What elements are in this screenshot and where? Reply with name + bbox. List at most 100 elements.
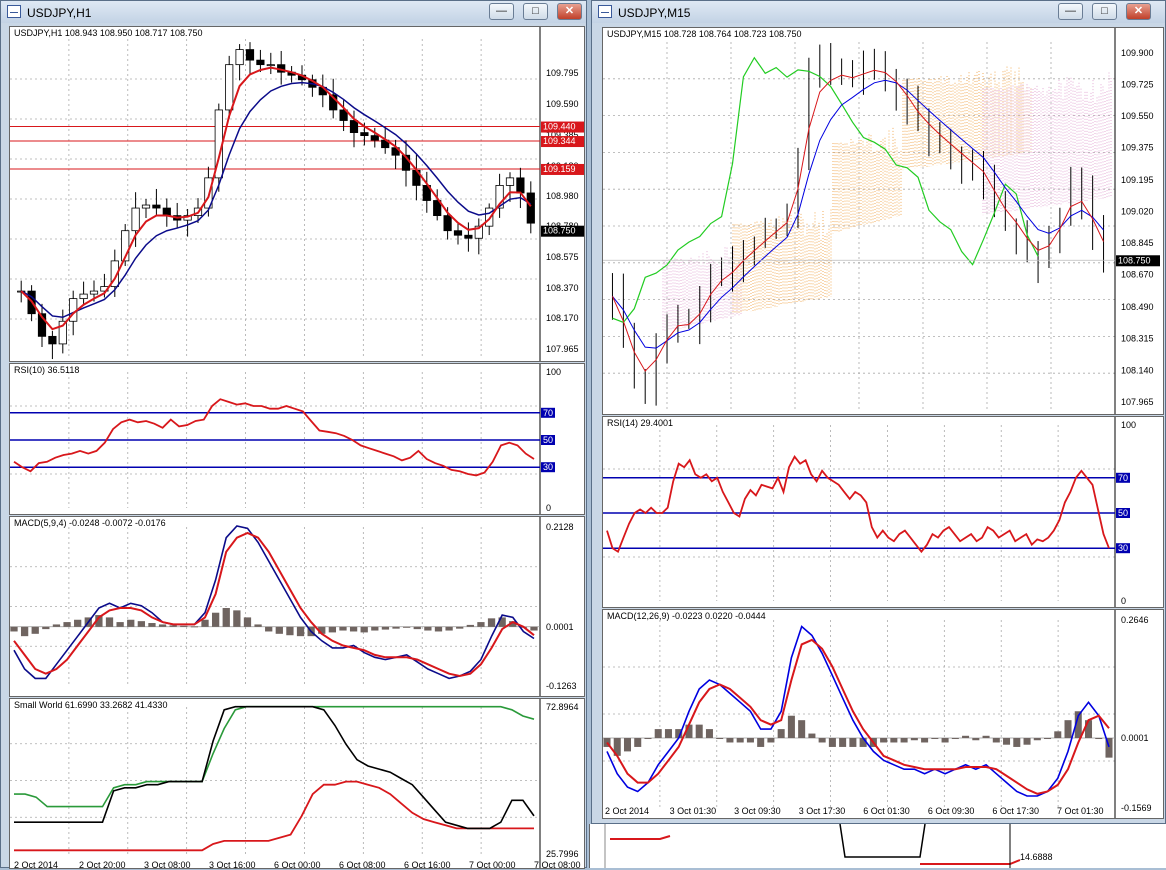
rsi-axis-top: 100 [546,367,561,377]
price-axis-label: 107.965 [546,344,579,354]
time-axis-label: 6 Oct 00:00 [274,860,321,869]
macd-histogram-bar [859,738,867,747]
h1-chart-window[interactable]: USDJPY,H1 — □ ✕ 109.795109.590109.385109… [0,0,587,869]
time-axis-label: 3 Oct 01:30 [670,806,717,816]
candle-body [37,313,47,337]
rsi-line [13,398,535,477]
rsi-level-label: 70 [1118,473,1128,483]
sw-black-line [14,705,535,830]
time-axis-label: 6 Oct 17:30 [992,806,1039,816]
h1-small-world-label: Small World 61.6990 33.2682 41.4330 [14,700,168,710]
m15-price-chart: 109.900 109.725 109.550 109.375 109.195 109.0… [603,28,1160,414]
macd-histogram-bar [900,738,908,743]
macd-histogram-bar [275,626,283,634]
macd-histogram-bar [95,615,103,627]
time-axis-label: 3 Oct 08:00 [144,860,191,869]
h1-rsi-pane[interactable]: 100 0 70 50 30 RSI(10) 36.5118 [9,363,585,515]
background-axis-value: 14.6888 [1020,852,1053,862]
time-axis-label: 3 Oct 17:30 [799,806,846,816]
h1-small-world-pane[interactable]: 72.8964 25.7996 2 Oct 2014 2 Oct 20:00 3 Oct… [9,698,585,869]
macd-histogram-bar [52,624,61,627]
macd-histogram-bar [1054,731,1062,739]
price-axis-label: 108.575 [546,252,579,262]
fast-moving-average [20,66,532,331]
macd-histogram-bar [10,626,18,632]
m15-title-bar[interactable]: USDJPY,M15 — □ ✕ [592,1,1165,23]
rsi-level-label: 30 [543,462,553,472]
macd-histogram-bar [1105,738,1113,758]
close-button[interactable]: ✕ [1126,3,1151,20]
macd-histogram-bar [434,626,443,632]
macd-histogram-bar [1033,738,1041,741]
candle-body [162,207,171,217]
price-axis-label: 107.965 [1121,397,1154,407]
level-price-label: 109.159 [543,164,576,174]
time-axis-label: 2 Oct 2014 [14,860,58,869]
minimize-button[interactable]: — [1058,3,1083,20]
price-axis-label: 109.195 [1121,175,1154,185]
rsi-level-box [541,407,555,418]
macd-histogram-bar [201,619,209,627]
macd-histogram-bar [509,621,517,627]
candle-body [370,135,379,141]
candle-body [339,109,348,121]
price-axis-label: 108.490 [1121,302,1154,312]
macd-histogram-bar [767,738,775,743]
time-axis-label: 3 Oct 16:00 [209,860,256,869]
macd-histogram-bar [664,729,672,739]
kijun-line [612,79,1104,349]
m15-window-title: USDJPY,M15 [618,6,691,20]
macd-histogram-bar [105,617,114,627]
macd-histogram-bar [644,738,652,740]
candle-body [474,225,483,239]
macd-histogram-bar [424,626,432,631]
candle-body [235,49,244,66]
h1-title-bar[interactable]: USDJPY,H1 — □ ✕ [1,1,586,23]
macd-histogram-bar [1064,720,1072,739]
macd-histogram-bar [623,738,632,752]
macd-histogram-bar [818,738,826,743]
macd-histogram-bar [695,724,703,739]
maximize-button[interactable]: □ [1092,3,1117,20]
macd-histogram-bar [675,729,683,739]
macd-histogram-bar [1023,738,1031,745]
minimize-button[interactable]: — [489,3,514,20]
candle-body [453,230,463,236]
close-button[interactable]: ✕ [557,3,582,20]
rsi-axis-bottom: 0 [1121,596,1126,606]
macd-signal-line [606,638,1110,795]
macd-histogram-bar [951,738,959,740]
m15-price-pane[interactable]: 109.900 109.725 109.550 109.375 109.195 109.0… [602,27,1164,415]
level-price-box [541,121,584,133]
m15-rsi-pane[interactable]: 100 0 70 50 30 RSI(14) 29.4001 [602,416,1164,608]
macd-histogram-bar [42,626,50,630]
macd-axis-top: 0.2646 [1121,615,1149,625]
macd-histogram-bar [169,625,177,627]
m15-chart-window[interactable]: USDJPY,M15 — □ ✕ 109.900 109.725 109.550 10… [591,0,1166,824]
macd-histogram-bar [757,738,765,747]
rsi-level-box [1116,508,1130,518]
candle-body [505,177,515,186]
maximize-button[interactable]: □ [523,3,548,20]
macd-histogram-bar [1003,738,1011,745]
candle-body [245,49,255,61]
chart-window-icon [598,5,612,18]
macd-histogram-bar [1044,738,1052,740]
h1-macd-pane[interactable]: 0.2128 0.0001 -0.1263 MACD(5,9,4) -0.0248 … [9,516,585,697]
candle-body [349,120,359,133]
macd-histogram-bar [982,735,990,739]
time-axis-label: 2 Oct 2014 [605,806,649,816]
m15-macd-pane[interactable]: 0.2646 0.0001 -0.1569 2 Oct 2014 3 Oct 01:30… [602,609,1164,819]
current-price-label: 108.750 [543,226,576,236]
macd-histogram-bar [654,729,662,739]
macd-histogram-bar [318,626,326,634]
time-axis-label: 6 Oct 16:00 [404,860,451,869]
rsi-level-box [541,462,555,473]
macd-histogram-bar [211,612,220,627]
macd-histogram-bar [233,610,241,627]
h1-window-title: USDJPY,H1 [27,6,92,20]
h1-price-pane[interactable]: 109.795109.590109.385109.180108.980108.7… [9,26,585,362]
macd-histogram-bar [931,738,939,740]
time-axis-label: 3 Oct 09:30 [734,806,781,816]
macd-histogram-bar [705,729,713,739]
